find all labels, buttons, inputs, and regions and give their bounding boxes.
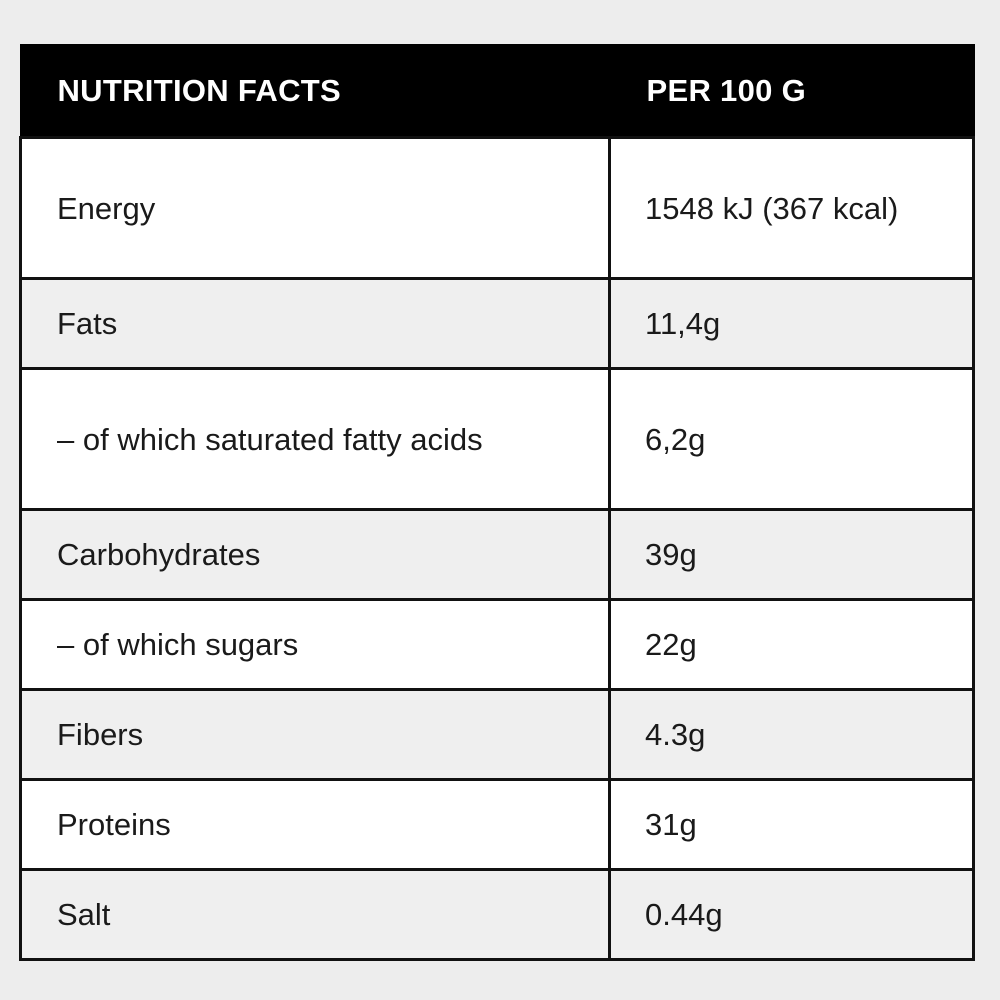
table-row: Carbohydrates 39g (19, 508, 975, 601)
nutrient-name: – of which sugars (19, 598, 611, 691)
header-per-100g: PER 100 G (608, 44, 975, 139)
nutrient-value: 0.44g (608, 868, 975, 961)
nutrient-value: 31g (608, 778, 975, 871)
table-row: – of which sugars 22g (19, 598, 975, 691)
nutrient-name: Fibers (19, 688, 611, 781)
nutrient-name: – of which saturated fatty acids (19, 367, 611, 511)
nutrient-name: Proteins (19, 778, 611, 871)
nutrition-table: NUTRITION FACTS PER 100 G Energy 1548 kJ… (19, 44, 975, 961)
nutrient-name: Fats (19, 277, 611, 370)
nutrient-value: 1548 kJ (367 kcal) (608, 136, 975, 280)
nutrient-value: 11,4g (608, 277, 975, 370)
nutrition-table-container: NUTRITION FACTS PER 100 G Energy 1548 kJ… (19, 44, 975, 961)
table-row: – of which saturated fatty acids 6,2g (19, 367, 975, 511)
nutrient-value: 4.3g (608, 688, 975, 781)
table-header-row: NUTRITION FACTS PER 100 G (19, 44, 975, 139)
header-nutrition-facts: NUTRITION FACTS (19, 44, 611, 139)
nutrient-name: Carbohydrates (19, 508, 611, 601)
table-row: Proteins 31g (19, 778, 975, 871)
table-row: Fibers 4.3g (19, 688, 975, 781)
nutrient-name: Energy (19, 136, 611, 280)
table-row: Energy 1548 kJ (367 kcal) (19, 136, 975, 280)
table-row: Fats 11,4g (19, 277, 975, 370)
nutrient-value: 39g (608, 508, 975, 601)
nutrient-name: Salt (19, 868, 611, 961)
nutrient-value: 6,2g (608, 367, 975, 511)
nutrient-value: 22g (608, 598, 975, 691)
table-row: Salt 0.44g (19, 868, 975, 961)
